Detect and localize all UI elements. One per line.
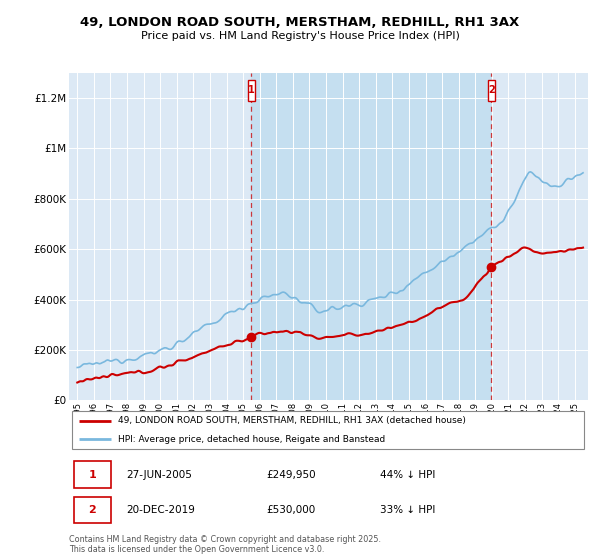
Text: Price paid vs. HM Land Registry's House Price Index (HPI): Price paid vs. HM Land Registry's House … xyxy=(140,31,460,41)
Text: 2: 2 xyxy=(88,505,96,515)
Bar xyxy=(251,73,491,400)
FancyBboxPatch shape xyxy=(71,411,584,449)
Text: 20-DEC-2019: 20-DEC-2019 xyxy=(126,505,195,515)
Text: £530,000: £530,000 xyxy=(266,505,316,515)
FancyBboxPatch shape xyxy=(488,81,494,101)
FancyBboxPatch shape xyxy=(248,81,254,101)
Text: 49, LONDON ROAD SOUTH, MERSTHAM, REDHILL, RH1 3AX: 49, LONDON ROAD SOUTH, MERSTHAM, REDHILL… xyxy=(80,16,520,29)
FancyBboxPatch shape xyxy=(74,461,110,488)
FancyBboxPatch shape xyxy=(74,497,110,524)
Text: 1: 1 xyxy=(88,470,96,479)
Text: 49, LONDON ROAD SOUTH, MERSTHAM, REDHILL, RH1 3AX (detached house): 49, LONDON ROAD SOUTH, MERSTHAM, REDHILL… xyxy=(118,416,466,425)
Text: £249,950: £249,950 xyxy=(266,470,316,479)
Text: 44% ↓ HPI: 44% ↓ HPI xyxy=(380,470,436,479)
Text: 1: 1 xyxy=(248,86,254,95)
Text: 2: 2 xyxy=(488,86,495,95)
Text: HPI: Average price, detached house, Reigate and Banstead: HPI: Average price, detached house, Reig… xyxy=(118,435,386,444)
Text: 27-JUN-2005: 27-JUN-2005 xyxy=(126,470,192,479)
Text: 33% ↓ HPI: 33% ↓ HPI xyxy=(380,505,436,515)
Text: Contains HM Land Registry data © Crown copyright and database right 2025.
This d: Contains HM Land Registry data © Crown c… xyxy=(69,535,381,554)
